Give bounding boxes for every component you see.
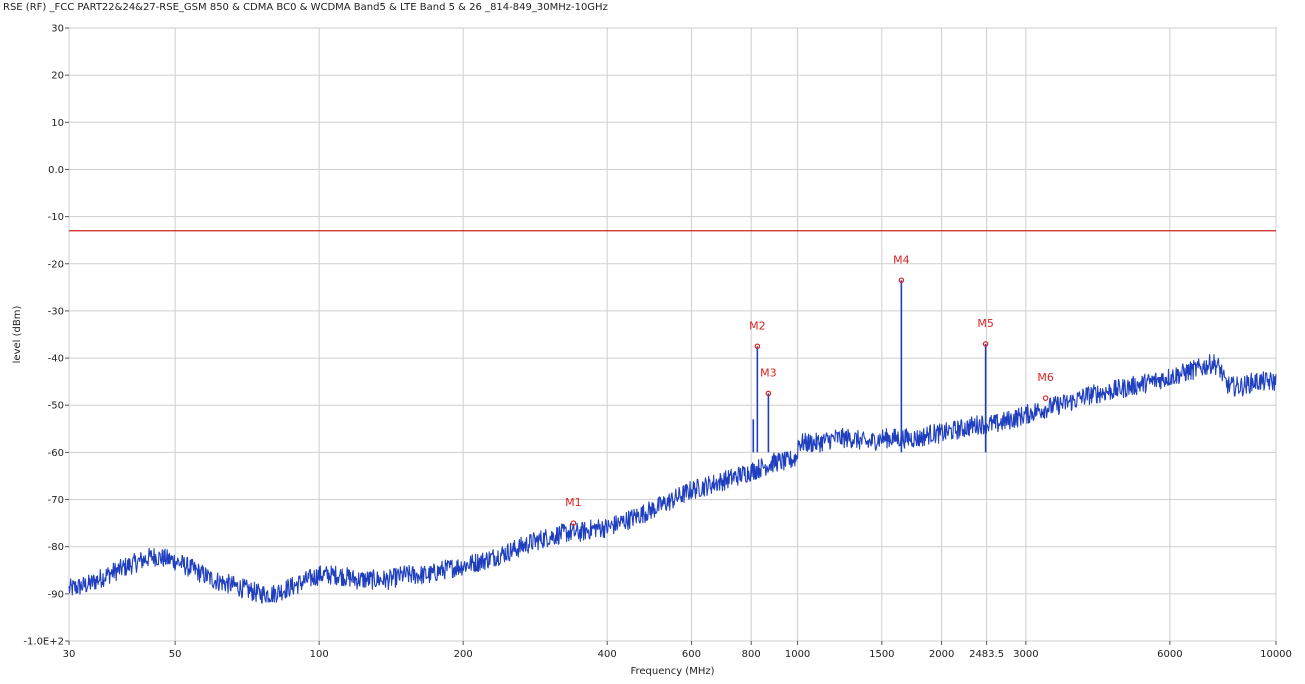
marker-point bbox=[982, 341, 989, 347]
marker-label: M5 bbox=[977, 317, 994, 330]
x-tick-label: 1500 bbox=[869, 649, 894, 660]
x-tick-label: 2000 bbox=[929, 649, 954, 660]
marker-label: M1 bbox=[565, 496, 582, 509]
y-tick-label: -80 bbox=[48, 542, 64, 553]
x-tick-label: 30 bbox=[63, 649, 76, 660]
plot-area bbox=[68, 27, 1277, 642]
y-tick-label: -30 bbox=[48, 306, 64, 317]
x-tick-label: 400 bbox=[598, 649, 617, 660]
y-tick-label: 20 bbox=[51, 71, 64, 82]
x-tick-label: 10000 bbox=[1260, 649, 1292, 660]
y-tick-label: -1.0E+2 bbox=[23, 637, 64, 648]
x-tick-label: 6000 bbox=[1157, 649, 1182, 660]
y-tick-label: -90 bbox=[48, 589, 64, 600]
x-tick-label: 200 bbox=[454, 649, 473, 660]
x-tick-label: 3000 bbox=[1013, 649, 1038, 660]
marker-label: M4 bbox=[893, 253, 910, 266]
marker-point bbox=[765, 390, 772, 397]
marker-label: M2 bbox=[749, 319, 766, 332]
x-tick-label: 2483.5 bbox=[969, 649, 1004, 660]
chart-title: RSE (RF) _FCC PART22&24&27-RSE_GSM 850 &… bbox=[3, 2, 608, 13]
marker-point bbox=[898, 277, 905, 284]
y-tick-label: -60 bbox=[48, 448, 64, 459]
y-tick-label: -20 bbox=[48, 259, 64, 270]
y-tick-label: 10 bbox=[51, 118, 64, 129]
x-tick-label: 800 bbox=[742, 649, 761, 660]
marker-label: M6 bbox=[1037, 371, 1054, 384]
marker-point bbox=[570, 520, 577, 526]
y-axis-label: level (dBm) bbox=[12, 306, 23, 364]
spike-layer bbox=[752, 280, 987, 453]
y-tick-label: 30 bbox=[51, 24, 64, 35]
x-axis-label: Frequency (MHz) bbox=[630, 666, 714, 677]
series-line bbox=[68, 353, 1277, 604]
x-tick-label: 100 bbox=[310, 649, 329, 660]
y-tick-label: 0.0 bbox=[48, 165, 64, 176]
y-tick-label: -40 bbox=[48, 354, 64, 365]
marker-point bbox=[1042, 395, 1049, 401]
x-tick-label: 50 bbox=[169, 649, 182, 660]
marker-layer: M1 M2 M3 M4 M5 M6 bbox=[565, 253, 1054, 526]
marker-point bbox=[754, 343, 761, 350]
y-axis-ticks: 30 20 10 0.0 -10 -20 -30 -40 -50 -60 -70 -80 -90 -1.0… bbox=[23, 24, 69, 648]
marker-label: M3 bbox=[760, 366, 777, 379]
x-tick-label: 1000 bbox=[785, 649, 810, 660]
x-axis-ticks: 30 50 100 200 400 600 800 1000 1500 2000 2483.5 300… bbox=[63, 641, 1292, 660]
grid bbox=[68, 27, 1277, 642]
y-tick-label: -70 bbox=[48, 495, 64, 506]
y-tick-label: -50 bbox=[48, 401, 64, 412]
series-layer bbox=[68, 353, 1277, 604]
y-tick-label: -10 bbox=[48, 212, 64, 223]
x-tick-label: 600 bbox=[682, 649, 701, 660]
